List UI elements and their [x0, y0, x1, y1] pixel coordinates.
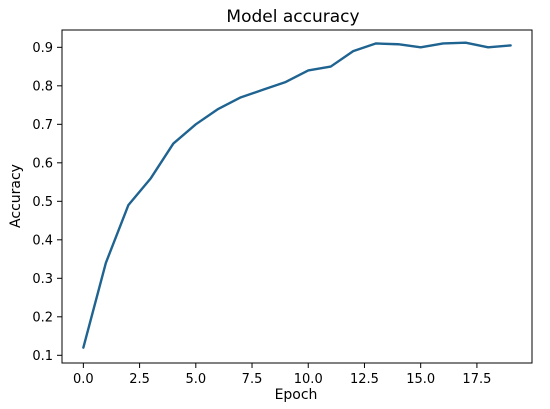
x-axis-label: Epoch: [275, 387, 318, 403]
accuracy-line: [82, 41, 512, 349]
plot-frame: [61, 29, 533, 364]
y-tick-label: 0.3: [32, 272, 53, 287]
x-axis: 0.0 2.5 5.0 7.5 10.0 12.5 15.0 17.5: [73, 363, 491, 387]
y-tick-label: 0.7: [32, 118, 53, 133]
y-axis: 0.1 0.2 0.3 0.4 0.5 0.6 0.7 0.8 0.9: [32, 41, 62, 364]
x-tick-label: 12.5: [350, 372, 379, 387]
y-tick-label: 0.4: [32, 233, 53, 248]
x-tick-label: 0.0: [73, 372, 94, 387]
x-tick-label: 10.0: [294, 372, 323, 387]
y-tick-label: 0.2: [32, 310, 53, 325]
chart-title: Model accuracy: [226, 7, 359, 27]
x-tick-label: 17.5: [462, 372, 491, 387]
y-tick-label: 0.8: [32, 79, 53, 94]
y-tick-label: 0.9: [32, 41, 53, 56]
x-tick-label: 15.0: [406, 372, 435, 387]
y-tick-label: 0.1: [32, 349, 53, 364]
x-tick-label: 5.0: [185, 372, 206, 387]
y-axis-label: Accuracy: [8, 164, 24, 228]
y-tick-label: 0.6: [32, 156, 53, 171]
x-tick-label: 7.5: [242, 372, 263, 387]
series-layer: [82, 41, 512, 349]
y-tick-label: 0.5: [32, 195, 53, 210]
x-tick-label: 2.5: [129, 372, 150, 387]
plot-area: 0.0 2.5 5.0 7.5 10.0 12.5 15.0 17.5 0.10.20.30.…: [32, 29, 533, 387]
